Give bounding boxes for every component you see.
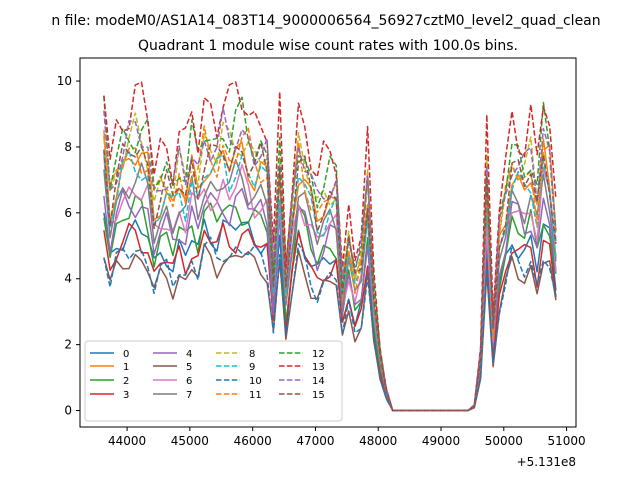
x-tick-label: 46000	[234, 434, 272, 448]
series-layer	[103, 81, 557, 412]
legend-frame	[84, 340, 343, 422]
y-tick-label: 10	[57, 74, 72, 88]
x-tick-label: 45000	[171, 434, 209, 448]
plot-frame	[79, 57, 577, 428]
series-line-15	[103, 141, 557, 412]
legend-label-3: 3	[123, 390, 129, 401]
figure-suptitle: n file: modeM0/AS1A14_083T14_9000006564_…	[51, 13, 600, 29]
legend-label-11: 11	[249, 390, 262, 401]
x-tick-label: 47000	[296, 434, 334, 448]
y-tick-label: 2	[64, 338, 72, 352]
plot-area: 44000 45000 46000 47000 48000 49000 50000 51000…	[57, 57, 586, 469]
y-tick-label: 0	[64, 404, 72, 418]
series-line-11	[103, 125, 557, 412]
legend-label-12: 12	[312, 349, 325, 360]
legend-label-7: 7	[186, 390, 192, 401]
legend-label-0: 0	[123, 349, 129, 360]
x-tick-label: 50000	[485, 434, 523, 448]
y-tick-label: 8	[64, 140, 72, 154]
y-tick-label: 6	[64, 206, 72, 220]
x-tick-label: 51000	[547, 434, 585, 448]
legend-label-8: 8	[249, 349, 255, 360]
y-tick-label: 4	[64, 272, 72, 286]
chart-title: Quadrant 1 module wise count rates with …	[138, 38, 518, 54]
legend-label-5: 5	[186, 362, 192, 373]
x-tick-label: 44000	[108, 434, 146, 448]
legend-label-4: 4	[186, 349, 192, 360]
legend-label-14: 14	[312, 376, 325, 387]
x-offset-label: +5.131e8	[517, 455, 576, 469]
legend-label-13: 13	[312, 362, 325, 373]
series-line-13	[103, 81, 557, 412]
legend-label-15: 15	[312, 390, 325, 401]
legend-label-2: 2	[123, 376, 129, 387]
legend-label-10: 10	[249, 376, 262, 387]
legend-label-6: 6	[186, 376, 192, 387]
series-line-12	[103, 96, 557, 412]
series-line-10	[103, 236, 557, 412]
y-axis: 0 2 4 6 8 10	[57, 74, 80, 418]
legend-label-9: 9	[249, 362, 255, 373]
x-tick-label: 49000	[422, 434, 460, 448]
x-axis: 44000 45000 46000 47000 48000 49000 50000 51000	[108, 427, 586, 448]
x-tick-label: 48000	[359, 434, 397, 448]
legend-label-1: 1	[123, 362, 129, 373]
